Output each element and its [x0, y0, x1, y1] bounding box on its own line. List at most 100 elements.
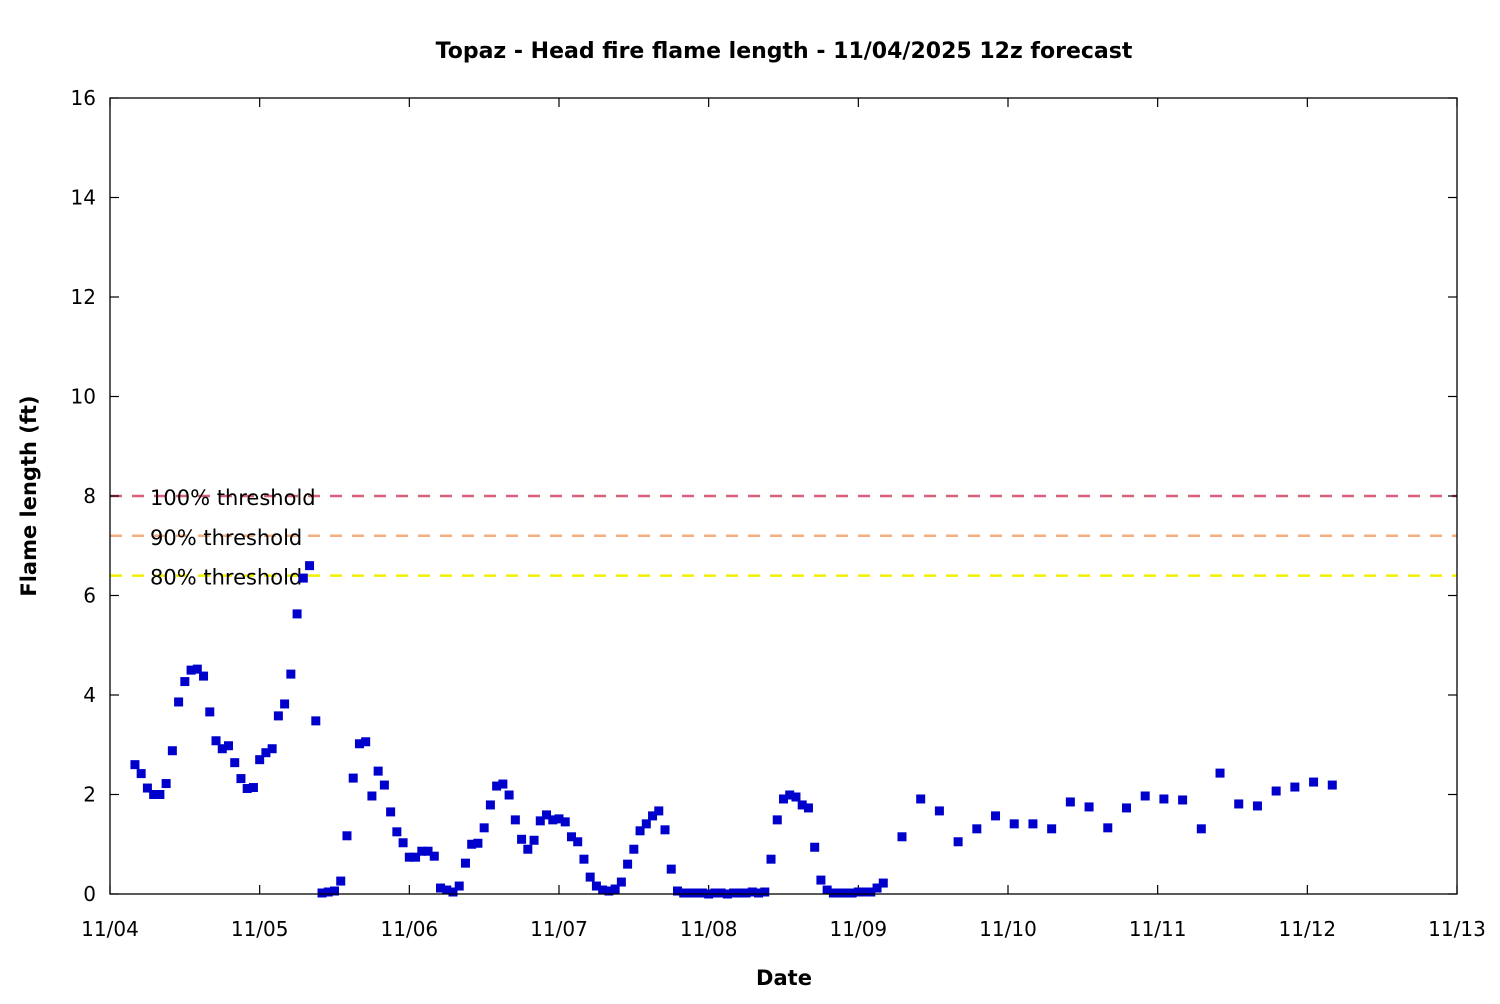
data-point [498, 779, 508, 789]
data-point [1252, 801, 1262, 811]
data-point [741, 888, 751, 898]
y-tick-label: 12 [71, 285, 96, 309]
data-point [841, 888, 851, 898]
data-point [442, 885, 452, 895]
data-point [897, 832, 907, 842]
y-tick-label: 2 [83, 783, 96, 807]
data-point [180, 677, 190, 687]
data-point [354, 739, 364, 749]
data-point [1009, 819, 1019, 829]
data-point [1140, 791, 1150, 801]
data-point [517, 834, 527, 844]
data-point [535, 816, 545, 826]
data-point [211, 736, 221, 746]
data-point [797, 800, 807, 810]
x-tick-label: 11/12 [1279, 917, 1337, 941]
data-point [860, 887, 870, 897]
data-point [685, 888, 695, 898]
x-tick-label: 11/08 [680, 917, 738, 941]
data-point [542, 810, 552, 820]
data-point [379, 780, 389, 790]
data-point [1234, 799, 1244, 809]
data-point [654, 806, 664, 816]
data-point [217, 744, 227, 754]
data-point [479, 823, 489, 833]
data-point [398, 838, 408, 848]
data-point [847, 888, 857, 898]
data-point [529, 835, 539, 845]
data-point [199, 671, 209, 681]
data-point [760, 887, 770, 897]
data-point [822, 885, 832, 895]
data-point [317, 888, 327, 898]
data-point [691, 888, 701, 898]
data-point [991, 811, 1001, 821]
data-point [261, 748, 271, 758]
data-point [791, 792, 801, 802]
data-point [916, 794, 926, 804]
threshold-label: 80% threshold [150, 566, 302, 590]
data-point [1327, 780, 1337, 790]
data-point [504, 790, 514, 800]
data-point [1121, 803, 1131, 813]
data-point [255, 755, 265, 765]
x-tick-label: 11/06 [381, 917, 439, 941]
data-point [223, 741, 233, 751]
y-tick-label: 6 [83, 584, 96, 608]
data-point [510, 815, 520, 825]
y-tick-label: 4 [83, 683, 96, 707]
data-point [429, 851, 439, 861]
data-point [828, 888, 838, 898]
data-point [473, 838, 483, 848]
data-point [149, 790, 159, 799]
plot-frame [109, 97, 1458, 895]
threshold-label: 100% threshold [150, 486, 316, 510]
data-point [248, 783, 258, 793]
data-point [136, 769, 146, 779]
data-point [853, 887, 863, 897]
chart-title: Topaz - Head fire flame length - 11/04/2… [436, 39, 1133, 64]
data-point [192, 664, 202, 674]
data-point [710, 888, 720, 898]
data-point [579, 854, 589, 864]
data-point [523, 844, 533, 854]
data-point [242, 784, 252, 794]
x-tick-label: 11/10 [979, 917, 1037, 941]
y-tick-label: 16 [71, 86, 96, 110]
data-point [641, 819, 651, 829]
data-point [610, 884, 620, 894]
data-point [454, 881, 464, 891]
x-tick-label: 11/09 [830, 917, 888, 941]
data-point [629, 844, 639, 854]
data-point [342, 831, 352, 841]
y-tick-label: 0 [83, 882, 96, 906]
data-point [485, 800, 495, 810]
data-point [548, 815, 558, 825]
data-point [934, 806, 944, 816]
data-point [323, 887, 333, 897]
data-point [436, 883, 446, 893]
x-tick-label: 11/13 [1428, 917, 1486, 941]
data-point [1271, 786, 1281, 796]
data-point [230, 758, 240, 768]
data-point [174, 697, 184, 707]
data-point [330, 886, 339, 896]
data-point [142, 783, 152, 793]
data-point [404, 852, 414, 862]
data-point [585, 872, 595, 882]
data-point [554, 814, 564, 824]
data-point [754, 888, 764, 898]
x-tick-label: 11/05 [231, 917, 289, 941]
data-point [803, 803, 813, 813]
data-point [348, 773, 358, 783]
data-point [205, 707, 215, 717]
data-point [1159, 794, 1169, 804]
data-point [305, 561, 315, 571]
data-point [236, 774, 246, 784]
data-point [280, 699, 290, 709]
data-point [779, 794, 788, 804]
data-point [492, 781, 502, 791]
data-point [1309, 777, 1319, 787]
data-point [361, 737, 371, 747]
